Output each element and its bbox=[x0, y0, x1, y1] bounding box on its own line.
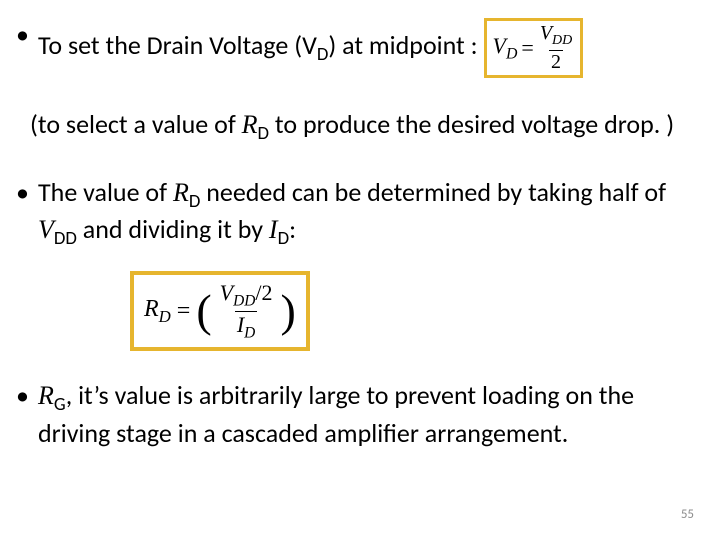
eq-equals: = bbox=[177, 298, 191, 325]
slide: To set the Drain Voltage (VD) at midpoin… bbox=[0, 0, 720, 540]
vdd-sub: DD bbox=[54, 228, 77, 251]
page-number: 55 bbox=[681, 507, 694, 522]
slide-body: To set the Drain Voltage (VD) at midpoin… bbox=[10, 18, 710, 78]
id-sub: D bbox=[278, 228, 290, 251]
eq-fraction: VDD/2 ID bbox=[218, 281, 275, 341]
text: , it’s value is arbitrarily large to pre… bbox=[38, 379, 634, 449]
bullet-rg: RG, it’s value is arbitrarily large to p… bbox=[10, 379, 710, 449]
rd: R bbox=[173, 178, 189, 207]
text: and dividing it by bbox=[77, 213, 269, 245]
equation-rd: RD = ( VDD/2 ID ) bbox=[144, 281, 296, 341]
bullet-select-rd: (to select a value of RD to produce the … bbox=[10, 108, 710, 146]
rg-sub: G bbox=[54, 393, 66, 416]
rd-sub: D bbox=[189, 190, 201, 213]
text: needed can be determined by taking half … bbox=[200, 176, 666, 208]
eq-denominator: 2 bbox=[549, 50, 563, 73]
bullet-value-of-rd: The value of RD needed can be determined… bbox=[10, 176, 710, 251]
text: to produce the desired voltage drop. ) bbox=[269, 108, 674, 140]
equation-rd-box: RD = ( VDD/2 ID ) bbox=[130, 271, 310, 351]
equation-vd: VD = VDD 2 bbox=[493, 23, 575, 73]
slide-body-2: The value of RD needed can be determined… bbox=[10, 176, 710, 251]
equation-vd-box: VD = VDD 2 bbox=[484, 18, 584, 78]
eq-lhs: VD bbox=[493, 32, 518, 64]
rd: R bbox=[242, 110, 258, 139]
text: The value of bbox=[38, 176, 173, 208]
eq-lhs: RD bbox=[144, 296, 171, 327]
eq-fraction: VDD 2 bbox=[538, 23, 574, 73]
vdd: V bbox=[38, 215, 54, 244]
text: : bbox=[289, 213, 296, 245]
text: (to select a value of bbox=[30, 108, 242, 140]
right-paren: ) bbox=[280, 290, 295, 331]
eq-denominator: ID bbox=[235, 311, 257, 342]
rd-sub: D bbox=[258, 122, 270, 145]
bullet-set-drain-voltage: To set the Drain Voltage (VD) at midpoin… bbox=[10, 18, 710, 78]
slide-body-3: RG, it’s value is arbitrarily large to p… bbox=[10, 379, 710, 449]
text: To set the Drain Voltage (V bbox=[38, 29, 317, 61]
eq-equals: = bbox=[521, 34, 533, 62]
left-paren: ( bbox=[196, 290, 211, 331]
eq-numerator: VDD/2 bbox=[218, 281, 275, 311]
text: ) at midpoint : bbox=[328, 29, 477, 61]
eq-numerator: VDD bbox=[538, 23, 574, 50]
subscript-d: D bbox=[317, 43, 329, 66]
id: I bbox=[269, 215, 278, 244]
rg: R bbox=[38, 381, 54, 410]
